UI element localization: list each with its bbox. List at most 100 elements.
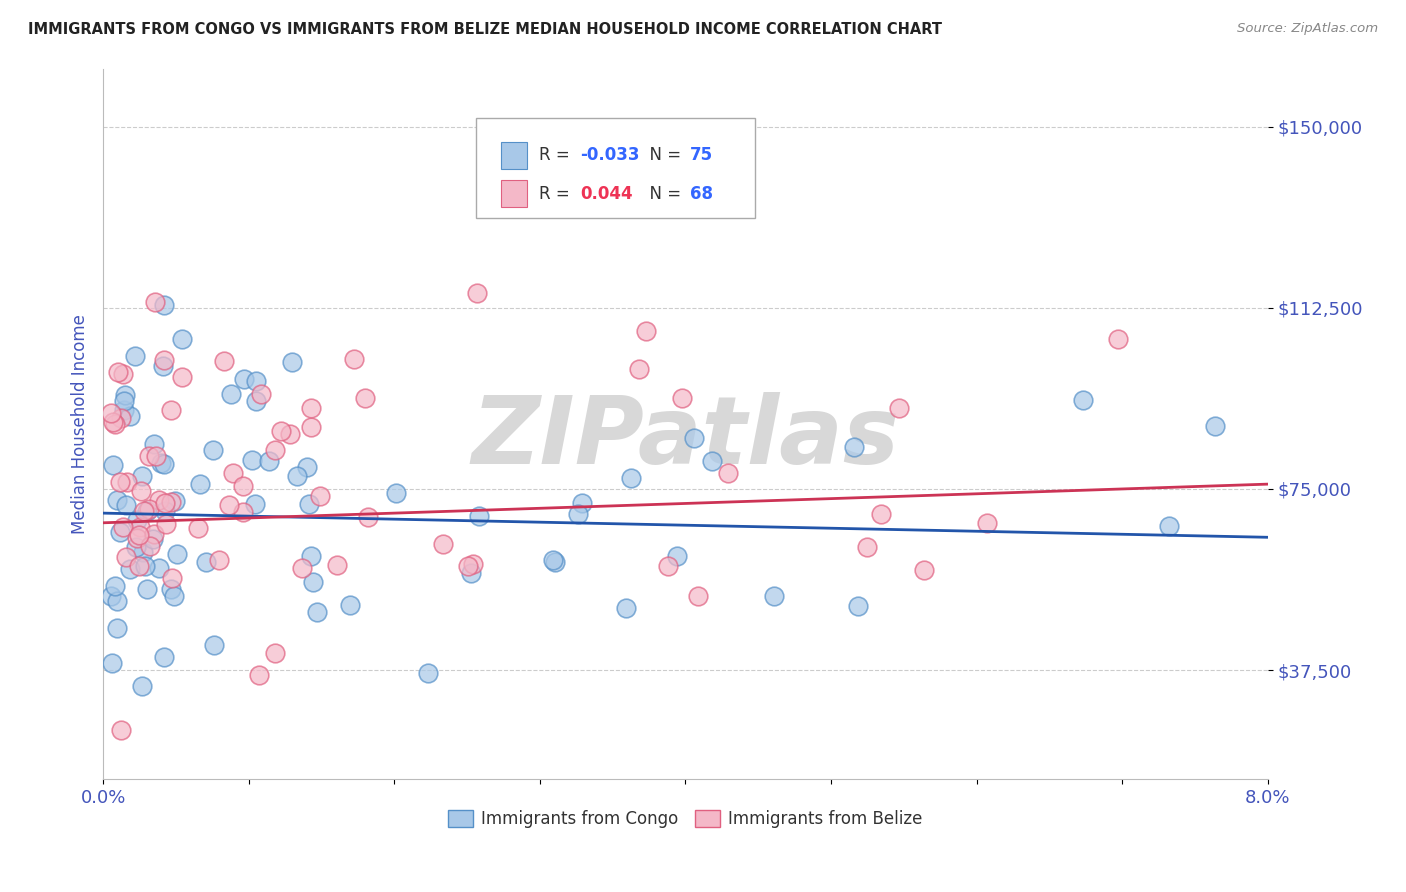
Point <box>232 506 254 520</box>
Point <box>263 443 285 458</box>
Text: IMMIGRANTS FROM CONGO VS IMMIGRANTS FROM BELIZE MEDIAN HOUSEHOLD INCOME CORRELAT: IMMIGRANTS FROM CONGO VS IMMIGRANTS FROM… <box>28 22 942 37</box>
Point <box>686 589 709 603</box>
FancyBboxPatch shape <box>475 119 755 218</box>
Point <box>627 362 650 376</box>
Text: N =: N = <box>638 185 686 202</box>
Point <box>160 403 183 417</box>
Point <box>219 387 242 401</box>
Point <box>291 561 314 575</box>
Point <box>128 558 150 573</box>
Point <box>1159 518 1181 533</box>
Text: 75: 75 <box>690 146 713 164</box>
Point <box>134 559 156 574</box>
Point <box>111 520 134 534</box>
Point <box>143 527 166 541</box>
Point <box>160 571 183 585</box>
Point <box>305 605 328 619</box>
Point <box>159 495 181 509</box>
Point <box>620 471 643 485</box>
Point <box>166 547 188 561</box>
Point <box>112 394 135 409</box>
Point <box>101 656 124 670</box>
Point <box>155 516 177 531</box>
Point <box>567 508 589 522</box>
Text: Source: ZipAtlas.com: Source: ZipAtlas.com <box>1237 22 1378 36</box>
Point <box>100 406 122 420</box>
Point <box>842 440 865 454</box>
Point <box>544 555 567 569</box>
Point <box>105 492 128 507</box>
Point <box>131 679 153 693</box>
Point <box>127 513 149 527</box>
Point <box>128 528 150 542</box>
Point <box>105 594 128 608</box>
Point <box>339 598 361 612</box>
Point <box>385 485 408 500</box>
Point <box>142 533 165 547</box>
Point <box>115 475 138 490</box>
Point <box>165 494 187 508</box>
Point <box>856 540 879 554</box>
Point <box>202 638 225 652</box>
Point <box>232 372 254 386</box>
Point <box>149 456 172 470</box>
Point <box>298 497 321 511</box>
Point <box>354 391 377 405</box>
Point <box>153 298 176 312</box>
Point <box>153 503 176 517</box>
Point <box>1107 333 1129 347</box>
Point <box>243 497 266 511</box>
Bar <box>502 142 527 169</box>
Point <box>308 489 330 503</box>
Point <box>131 468 153 483</box>
Point <box>301 574 323 589</box>
Point <box>665 549 688 564</box>
Legend: Immigrants from Congo, Immigrants from Belize: Immigrants from Congo, Immigrants from B… <box>441 803 929 835</box>
Point <box>201 442 224 457</box>
Point <box>683 431 706 445</box>
Point <box>299 401 322 415</box>
Point <box>468 509 491 524</box>
Point <box>132 504 155 518</box>
Point <box>299 419 322 434</box>
Point <box>129 483 152 498</box>
Point <box>118 562 141 576</box>
Point <box>870 508 893 522</box>
Point <box>104 417 127 431</box>
Point <box>460 566 482 581</box>
Point <box>132 545 155 559</box>
Point <box>571 496 593 510</box>
Point <box>287 469 309 483</box>
Point <box>101 415 124 429</box>
Point <box>976 516 998 530</box>
Point <box>170 332 193 346</box>
Point <box>887 401 910 416</box>
Point <box>1071 392 1094 407</box>
Point <box>457 559 479 574</box>
Text: N =: N = <box>638 146 686 164</box>
Point <box>152 359 174 373</box>
Point <box>299 549 322 563</box>
Point <box>105 621 128 635</box>
Point <box>614 601 637 615</box>
Point <box>104 579 127 593</box>
Point <box>139 539 162 553</box>
Point <box>634 324 657 338</box>
Point <box>187 521 209 535</box>
Text: R =: R = <box>538 146 575 164</box>
Point <box>148 561 170 575</box>
Point <box>270 424 292 438</box>
Point <box>263 646 285 660</box>
Point <box>153 353 176 368</box>
Point <box>118 409 141 423</box>
Point <box>125 540 148 554</box>
Point <box>281 354 304 368</box>
Point <box>170 370 193 384</box>
Text: -0.033: -0.033 <box>581 146 640 164</box>
Point <box>160 582 183 597</box>
Point <box>114 388 136 402</box>
Point <box>912 563 935 577</box>
Point <box>145 449 167 463</box>
Point <box>148 493 170 508</box>
Point <box>325 558 347 573</box>
